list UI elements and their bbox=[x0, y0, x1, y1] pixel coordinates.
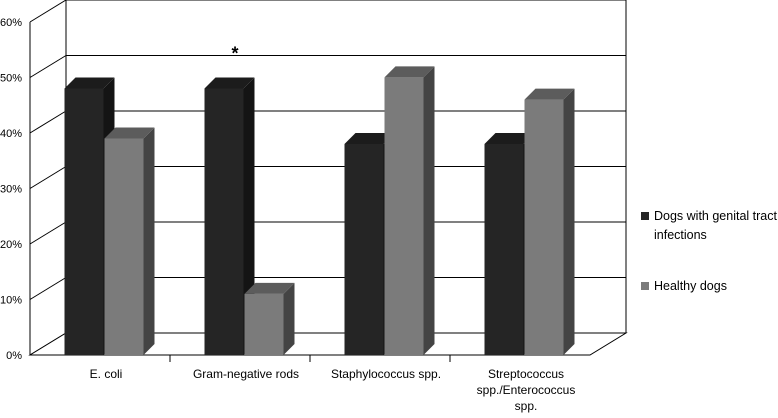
gridline-diagonal bbox=[29, 221, 67, 245]
bar bbox=[344, 144, 384, 355]
bar-side bbox=[143, 127, 155, 355]
bar bbox=[104, 138, 144, 355]
gridline-diagonal bbox=[29, 166, 67, 189]
bar-side bbox=[563, 88, 575, 355]
gridline-diagonal bbox=[29, 0, 67, 23]
bar-top bbox=[344, 133, 395, 144]
x-tick-label: E. coli bbox=[90, 367, 123, 381]
x-tick-label: spp./Enterococcus bbox=[477, 383, 576, 397]
y-tick-label: 60% bbox=[0, 17, 22, 29]
bar bbox=[244, 293, 284, 355]
bar bbox=[64, 88, 104, 355]
bar bbox=[204, 88, 244, 355]
x-tick-label: Streptococcus bbox=[488, 367, 564, 381]
bar-top bbox=[484, 133, 535, 144]
bar-top bbox=[384, 66, 435, 78]
bar-top bbox=[104, 127, 155, 139]
bar-top bbox=[524, 88, 575, 100]
bar bbox=[524, 99, 564, 355]
bar-side bbox=[283, 282, 295, 355]
bar bbox=[384, 77, 424, 356]
gridline-diagonal bbox=[29, 55, 67, 78]
gridline-diagonal bbox=[29, 277, 67, 300]
y-tick-label: 50% bbox=[0, 73, 22, 85]
x-tick-label: Staphylococcus spp. bbox=[331, 367, 441, 381]
x-tick-label: Gram-negative rods bbox=[193, 367, 299, 381]
bar-top bbox=[204, 77, 255, 89]
legend-swatch-healthy-dogs bbox=[641, 282, 649, 290]
bar-top bbox=[64, 77, 115, 89]
legend: Dogs with genital tract infections Healt… bbox=[641, 207, 778, 328]
legend-swatch-dogs-genital bbox=[641, 212, 649, 220]
bar-side bbox=[423, 66, 435, 356]
gridline-diagonal bbox=[29, 110, 67, 134]
y-tick-label: 20% bbox=[0, 239, 22, 251]
x-tick-label: spp. bbox=[515, 399, 538, 413]
y-tick-label: 0% bbox=[6, 350, 22, 362]
y-tick-label: 30% bbox=[0, 184, 22, 196]
legend-label-healthy-dogs: Healthy dogs bbox=[654, 279, 727, 293]
legend-item-dogs-genital: Dogs with genital tract infections bbox=[641, 207, 778, 245]
bar-top bbox=[244, 282, 295, 294]
legend-label-dogs-genital: Dogs with genital tract infections bbox=[654, 209, 777, 242]
y-tick-label: 40% bbox=[0, 128, 22, 140]
bar-side bbox=[243, 77, 255, 355]
legend-item-healthy-dogs: Healthy dogs bbox=[641, 277, 778, 296]
y-tick-label: 10% bbox=[0, 295, 22, 307]
bar bbox=[484, 144, 524, 355]
significance-marker: * bbox=[231, 44, 238, 64]
